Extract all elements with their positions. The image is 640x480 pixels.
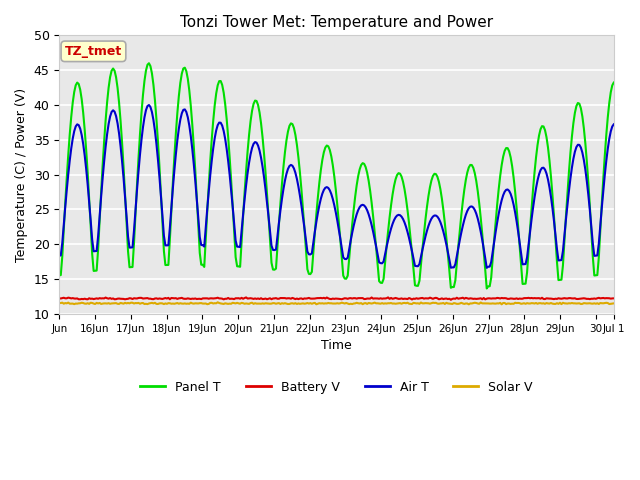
Solar V bbox=[214, 300, 221, 305]
Battery V bbox=[147, 296, 154, 301]
Panel T bbox=[148, 71, 156, 76]
Solar V bbox=[465, 301, 472, 307]
Solar V bbox=[463, 300, 471, 306]
Battery V bbox=[338, 296, 346, 302]
Legend: Panel T, Battery V, Air T, Solar V: Panel T, Battery V, Air T, Solar V bbox=[135, 376, 538, 399]
Panel T bbox=[463, 169, 471, 175]
Air T bbox=[483, 265, 490, 271]
Battery V bbox=[384, 295, 392, 300]
X-axis label: Time: Time bbox=[321, 339, 352, 352]
Line: Battery V: Battery V bbox=[60, 298, 614, 300]
Line: Air T: Air T bbox=[60, 105, 614, 268]
Panel T bbox=[125, 264, 133, 270]
Solar V bbox=[244, 301, 252, 307]
Air T bbox=[339, 254, 347, 260]
Panel T bbox=[244, 149, 252, 155]
Solar V bbox=[56, 300, 63, 306]
Panel T bbox=[601, 153, 609, 158]
Panel T bbox=[610, 80, 618, 85]
Battery V bbox=[447, 297, 454, 302]
Air T bbox=[601, 172, 609, 178]
Battery V bbox=[243, 295, 250, 300]
Line: Solar V: Solar V bbox=[60, 302, 614, 304]
Air T bbox=[56, 253, 63, 259]
Panel T bbox=[145, 60, 153, 66]
Battery V bbox=[125, 295, 133, 301]
Text: TZ_tmet: TZ_tmet bbox=[65, 45, 122, 58]
Solar V bbox=[339, 300, 347, 306]
Air T bbox=[610, 121, 618, 127]
Air T bbox=[125, 245, 133, 251]
Air T bbox=[244, 170, 252, 176]
Solar V bbox=[125, 300, 133, 306]
Air T bbox=[148, 109, 156, 115]
Y-axis label: Temperature (C) / Power (V): Temperature (C) / Power (V) bbox=[15, 87, 28, 262]
Battery V bbox=[601, 296, 609, 301]
Panel T bbox=[339, 273, 347, 278]
Air T bbox=[145, 102, 153, 108]
Solar V bbox=[147, 300, 154, 306]
Panel T bbox=[483, 286, 490, 291]
Battery V bbox=[465, 296, 472, 301]
Battery V bbox=[56, 296, 63, 301]
Air T bbox=[463, 208, 471, 214]
Line: Panel T: Panel T bbox=[60, 63, 614, 288]
Solar V bbox=[601, 300, 609, 306]
Battery V bbox=[610, 296, 618, 301]
Title: Tonzi Tower Met: Temperature and Power: Tonzi Tower Met: Temperature and Power bbox=[180, 15, 493, 30]
Panel T bbox=[56, 273, 63, 278]
Solar V bbox=[610, 300, 618, 306]
